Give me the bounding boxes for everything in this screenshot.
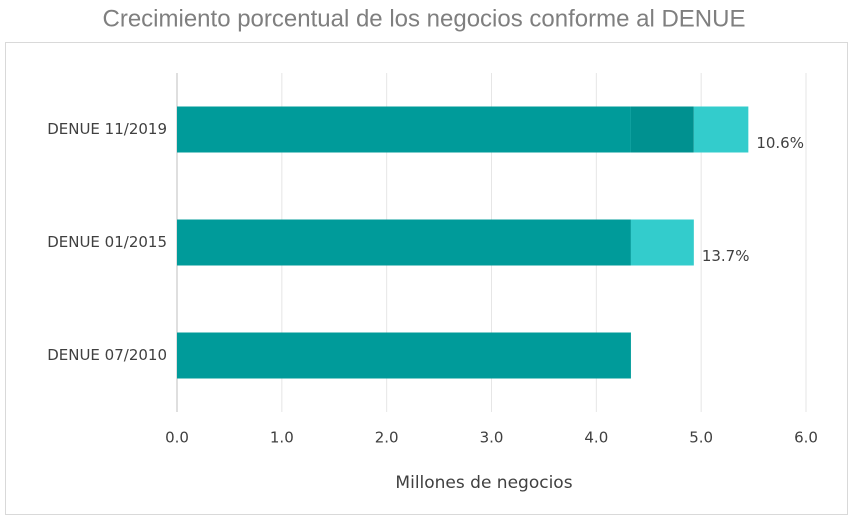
x-tick-label: 4.0 [584, 429, 608, 447]
bar-segment [693, 106, 749, 153]
bar-segment [630, 219, 694, 266]
bar-segment [630, 106, 694, 153]
bar-segment [177, 332, 631, 379]
x-tick-label: 5.0 [689, 429, 713, 447]
y-tick-label: DENUE 11/2019 [47, 120, 167, 138]
x-tick-label: 3.0 [480, 429, 504, 447]
growth-label: 13.7% [702, 247, 750, 265]
y-tick-label: DENUE 07/2010 [47, 346, 167, 364]
bar-segment [177, 219, 631, 266]
x-tick-label: 1.0 [270, 429, 294, 447]
y-tick-label: DENUE 01/2015 [47, 233, 167, 251]
x-tick-label: 0.0 [165, 429, 189, 447]
bar-segment [177, 106, 631, 153]
x-tick-label: 2.0 [375, 429, 399, 447]
chart-title: Crecimiento porcentual de los negocios c… [103, 5, 746, 32]
growth-label: 10.6% [756, 134, 804, 152]
chart-frame [5, 42, 848, 515]
x-tick-label: 6.0 [794, 429, 818, 447]
x-axis-label: Millones de negocios [395, 473, 572, 493]
